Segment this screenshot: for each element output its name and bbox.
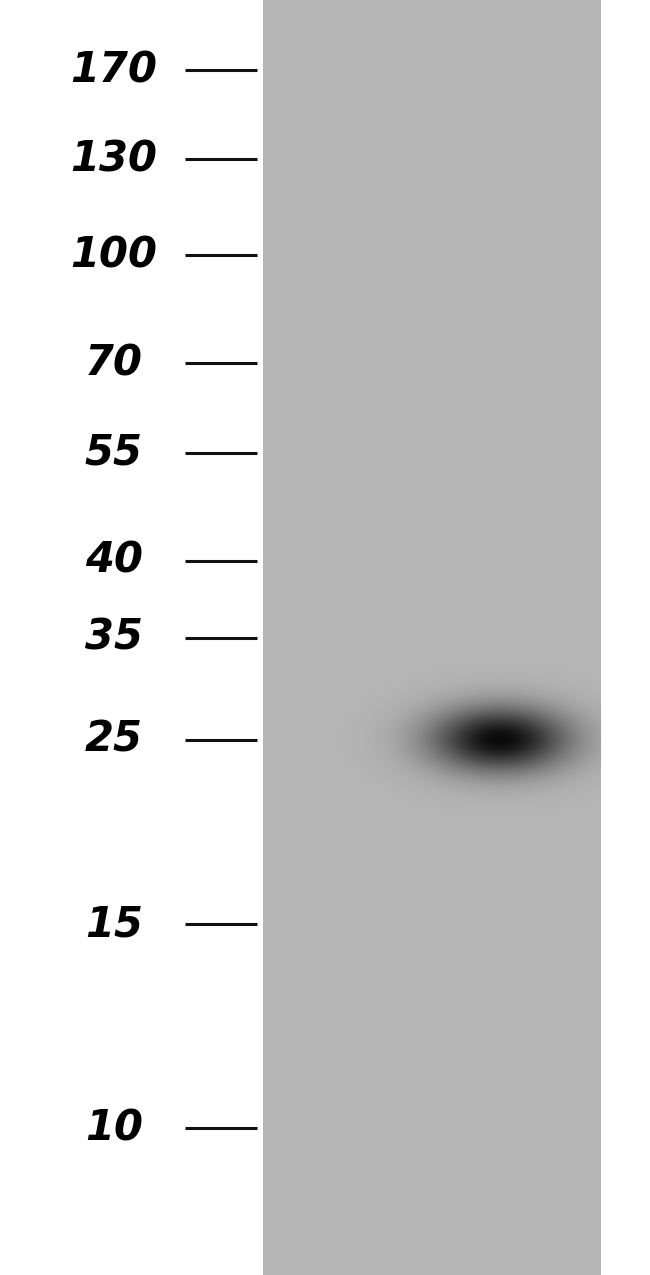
Bar [263,0,601,1275]
Text: 130: 130 [70,139,157,180]
Text: 40: 40 [84,541,143,581]
Text: 100: 100 [70,235,157,275]
Text: 10: 10 [84,1108,143,1149]
Text: 35: 35 [84,617,143,658]
Text: 170: 170 [70,50,157,91]
Text: 70: 70 [84,343,143,384]
Text: 15: 15 [84,904,143,945]
Text: 25: 25 [84,719,143,760]
Text: 55: 55 [84,432,143,473]
